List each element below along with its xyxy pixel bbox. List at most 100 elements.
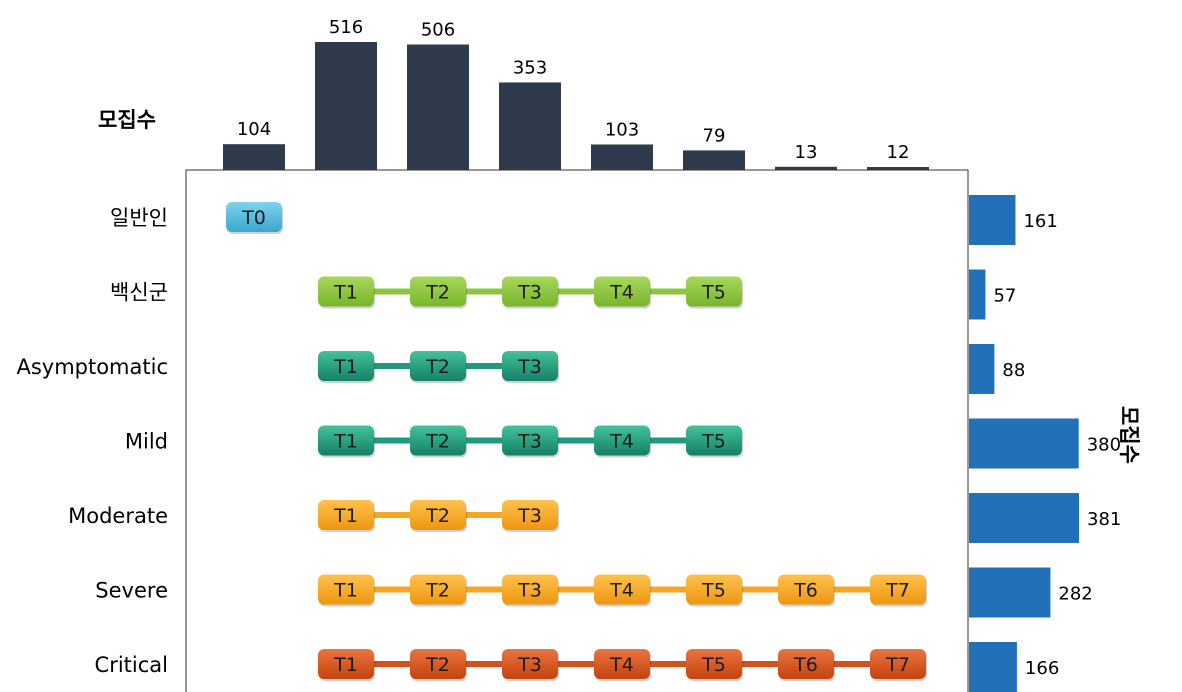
timepoint-pill-general-T0 — [226, 202, 282, 232]
timepoint-pill-vaccine-T5 — [686, 276, 742, 307]
timepoint-label: T2 — [425, 431, 450, 453]
timepoint-label: T3 — [517, 580, 542, 602]
timepoint-pill-vaccine-T3 — [502, 276, 558, 307]
timepoint-pill-severe-T4 — [594, 574, 650, 605]
timepoint-pill-critical-T4 — [594, 649, 650, 679]
timepoint-label: T4 — [609, 654, 634, 676]
timepoint-pill-critical-T5 — [686, 649, 742, 679]
top-bar-value-label: 12 — [887, 142, 910, 163]
timepoint-label: T7 — [885, 580, 910, 602]
top-bar-value-label: 506 — [421, 19, 455, 40]
timepoint-label: T5 — [701, 654, 726, 676]
timepoint-pill-severe-T1 — [318, 574, 374, 605]
timepoint-pill-critical-T2 — [410, 649, 466, 679]
timepoint-label: T2 — [425, 654, 450, 676]
right-bar-3 — [969, 344, 995, 394]
timepoint-label: T3 — [517, 505, 542, 527]
timepoint-pill-severe-T6 — [778, 574, 834, 605]
top-bar-T5 — [683, 150, 745, 170]
timepoint-label: T4 — [609, 431, 634, 453]
top-bar-T7 — [867, 167, 929, 170]
timepoint-pill-severe-T5 — [686, 574, 742, 605]
group-label-severe: Severe — [95, 579, 168, 603]
top-bar-T1 — [315, 42, 377, 170]
right-bar-4 — [969, 418, 1079, 469]
timepoint-label: T2 — [425, 356, 450, 378]
right-bar-value-label: 381 — [1087, 509, 1121, 530]
timepoint-label: T3 — [517, 282, 542, 304]
timepoint-label: T2 — [425, 505, 450, 527]
timepoint-label: T0 — [241, 207, 266, 229]
timepoint-label: T3 — [517, 654, 542, 676]
timepoint-pill-mild-T2 — [410, 425, 466, 456]
timepoint-label: T6 — [793, 580, 818, 602]
timepoint-pill-mild-T5 — [686, 425, 742, 456]
timepoint-label: T6 — [793, 654, 818, 676]
right-bar-2 — [969, 269, 986, 320]
timepoint-pill-asymptomatic-T3 — [502, 351, 558, 381]
timepoint-pill-severe-T7 — [870, 574, 926, 605]
group-label-asymptomatic: Asymptomatic — [16, 355, 168, 379]
timepoint-pill-vaccine-T2 — [410, 276, 466, 307]
top-bar-value-label: 79 — [703, 125, 726, 146]
top-bar-T3 — [499, 82, 561, 170]
timepoint-label: T1 — [333, 505, 358, 527]
top-bar-T4 — [591, 144, 653, 170]
timepoint-pill-moderate-T3 — [502, 500, 558, 530]
timepoint-pill-severe-T3 — [502, 574, 558, 605]
right-bar-value-label: 380 — [1087, 435, 1121, 456]
timepoint-pill-vaccine-T4 — [594, 276, 650, 307]
timeline-panel — [185, 169, 969, 692]
timepoint-pill-critical-T7 — [870, 649, 926, 679]
top-bar-value-label: 103 — [605, 119, 639, 140]
right-bar-5 — [969, 493, 1079, 543]
timepoint-pill-mild-T3 — [502, 425, 558, 456]
timepoint-label: T2 — [425, 580, 450, 602]
timepoint-pill-vaccine-T1 — [318, 276, 374, 307]
timepoint-label: T1 — [333, 431, 358, 453]
timepoint-label: T4 — [609, 580, 634, 602]
timepoint-pill-critical-T3 — [502, 649, 558, 679]
group-label-vaccine: 백신군 — [110, 281, 168, 305]
top-bar-T0 — [223, 144, 285, 170]
timepoint-pill-critical-T1 — [318, 649, 374, 679]
timepoint-label: T1 — [333, 356, 358, 378]
timepoint-label: T1 — [333, 282, 358, 304]
timepoint-label: T5 — [701, 282, 726, 304]
group-label-critical: Critical — [95, 653, 168, 677]
right-bar-value-label: 282 — [1058, 584, 1092, 605]
top-bar-T6 — [775, 166, 837, 170]
timepoint-pill-mild-T1 — [318, 425, 374, 456]
top-bar-value-label: 353 — [513, 57, 547, 78]
top-bar-value-label: 516 — [329, 17, 363, 38]
right-bar-1 — [969, 195, 1016, 245]
right-bar-value-label: 57 — [993, 286, 1016, 307]
top-axis-label: 모집수 — [98, 108, 156, 132]
group-label-mild: Mild — [125, 430, 168, 454]
timepoint-label: T3 — [517, 431, 542, 453]
timepoint-label: T7 — [885, 654, 910, 676]
timepoint-label: T3 — [517, 356, 542, 378]
right-bar-value-label: 166 — [1025, 658, 1059, 679]
timepoint-pill-mild-T4 — [594, 425, 650, 456]
right-bar-chart: 161 57 88 380 381 282 166 — [969, 195, 1121, 692]
right-bar-value-label: 88 — [1002, 360, 1025, 381]
timepoint-label: T5 — [701, 431, 726, 453]
right-bar-7 — [969, 642, 1017, 692]
timepoint-pill-moderate-T2 — [410, 500, 466, 530]
right-bar-value-label: 161 — [1023, 211, 1057, 232]
top-bar-chart: 104 516 506 353 103 79 13 12 — [223, 17, 929, 170]
group-label-moderate: Moderate — [68, 504, 168, 528]
top-bar-value-label: 13 — [795, 142, 818, 163]
timepoint-label: T1 — [333, 654, 358, 676]
group-label-general: 일반인 — [110, 206, 168, 230]
right-bar-6 — [969, 567, 1051, 618]
timepoint-label: T1 — [333, 580, 358, 602]
timeline-rows: 일반인 T0 백신군 T1 T2 T3 T4 T5 Asymptomatic T1 T2 T3 Mild… — [16, 202, 927, 681]
timepoint-pill-asymptomatic-T2 — [410, 351, 466, 381]
timepoint-label: T5 — [701, 580, 726, 602]
timepoint-label: T4 — [609, 282, 634, 304]
timepoint-pill-severe-T2 — [410, 574, 466, 605]
